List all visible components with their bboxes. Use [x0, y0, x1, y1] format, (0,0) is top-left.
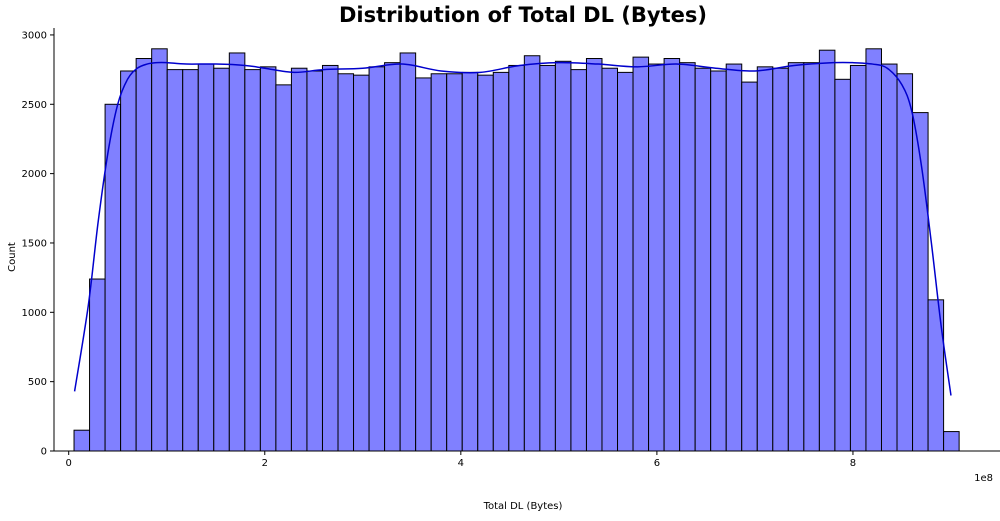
- y-tick-label: 1000: [22, 308, 47, 319]
- y-axis-label: Count: [7, 242, 18, 272]
- x-tick-label: 4: [458, 458, 464, 469]
- histogram-bar: [865, 48, 882, 452]
- histogram-bar: [73, 429, 91, 452]
- histogram-bar: [259, 66, 277, 452]
- histogram-bar: [539, 64, 556, 452]
- chart-title: Distribution of Total DL (Bytes): [339, 3, 707, 27]
- histogram-bar: [617, 71, 634, 452]
- histogram-bar: [741, 81, 758, 452]
- histogram-bar: [89, 278, 106, 452]
- histogram-bar: [818, 49, 836, 452]
- x-tick-label: 6: [654, 458, 660, 469]
- y-tick-label: 0: [41, 447, 47, 458]
- histogram-bar: [663, 58, 681, 452]
- histogram-bar: [353, 74, 370, 452]
- histogram-bar: [182, 69, 199, 452]
- histogram-bar: [228, 52, 246, 452]
- histogram-bar: [648, 63, 665, 452]
- histogram-bar: [120, 70, 137, 452]
- histogram-bar: [756, 66, 774, 452]
- histogram-bar: [399, 52, 417, 452]
- histogram-bar: [492, 71, 510, 452]
- y-tick-label: 1500: [22, 238, 47, 249]
- histogram-bar: [787, 62, 805, 452]
- histogram-bar: [849, 64, 867, 452]
- x-tick-label: 0: [66, 458, 72, 469]
- histogram-bar: [290, 67, 308, 452]
- histogram-bar: [554, 60, 572, 452]
- histogram-bar: [601, 67, 619, 452]
- histogram-bar: [244, 69, 261, 452]
- histogram-bar: [694, 67, 712, 452]
- y-tick-label: 2500: [22, 100, 47, 111]
- histogram-bar: [834, 78, 851, 452]
- histogram-bar: [632, 56, 650, 452]
- histogram-bar: [679, 62, 696, 452]
- histogram-bar: [430, 73, 448, 452]
- histogram-bar: [446, 73, 463, 452]
- histogram-bar: [803, 62, 820, 452]
- histogram-bar: [725, 63, 743, 452]
- kde-curve: [73, 61, 952, 396]
- histogram-bar: [135, 58, 153, 452]
- y-tick-label: 2000: [22, 169, 47, 180]
- histogram-bar: [880, 63, 898, 452]
- x-axis-offset-text: 1e8: [974, 473, 993, 484]
- histogram-bar: [197, 63, 215, 452]
- x-tick-label: 2: [262, 458, 268, 469]
- histogram-bar: [943, 431, 960, 452]
- histogram-bar: [772, 67, 789, 452]
- histogram-bar: [523, 55, 541, 452]
- histogram-bar: [213, 67, 230, 452]
- histogram-bar: [151, 48, 168, 452]
- histogram-bar: [337, 73, 355, 452]
- histogram-bar: [384, 62, 401, 452]
- y-tick-label: 500: [28, 377, 47, 388]
- histogram-bar: [508, 64, 525, 452]
- histogram-bar: [415, 77, 432, 452]
- y-tick-label: 3000: [22, 30, 47, 41]
- histogram-bar: [570, 69, 587, 452]
- x-axis-label: Total DL (Bytes): [483, 501, 563, 512]
- histogram-bars: [73, 48, 960, 452]
- histogram-bar: [166, 69, 184, 452]
- histogram-bar: [585, 58, 603, 452]
- histogram-bar: [461, 71, 479, 452]
- x-tick-label: 8: [850, 458, 856, 469]
- histogram-bar: [896, 73, 914, 452]
- histogram-bar: [710, 70, 727, 452]
- histogram-bar: [477, 74, 494, 452]
- x-axis-ticks: 0 2 4 6 8: [66, 451, 856, 469]
- histogram-bar: [275, 84, 292, 452]
- histogram-bar: [321, 64, 339, 452]
- histogram-bar: [912, 112, 929, 452]
- y-axis-ticks: 0 500 1000 1500 2000 2500 3000: [22, 30, 54, 458]
- histogram-bar: [306, 70, 323, 452]
- histogram-bar: [368, 66, 386, 452]
